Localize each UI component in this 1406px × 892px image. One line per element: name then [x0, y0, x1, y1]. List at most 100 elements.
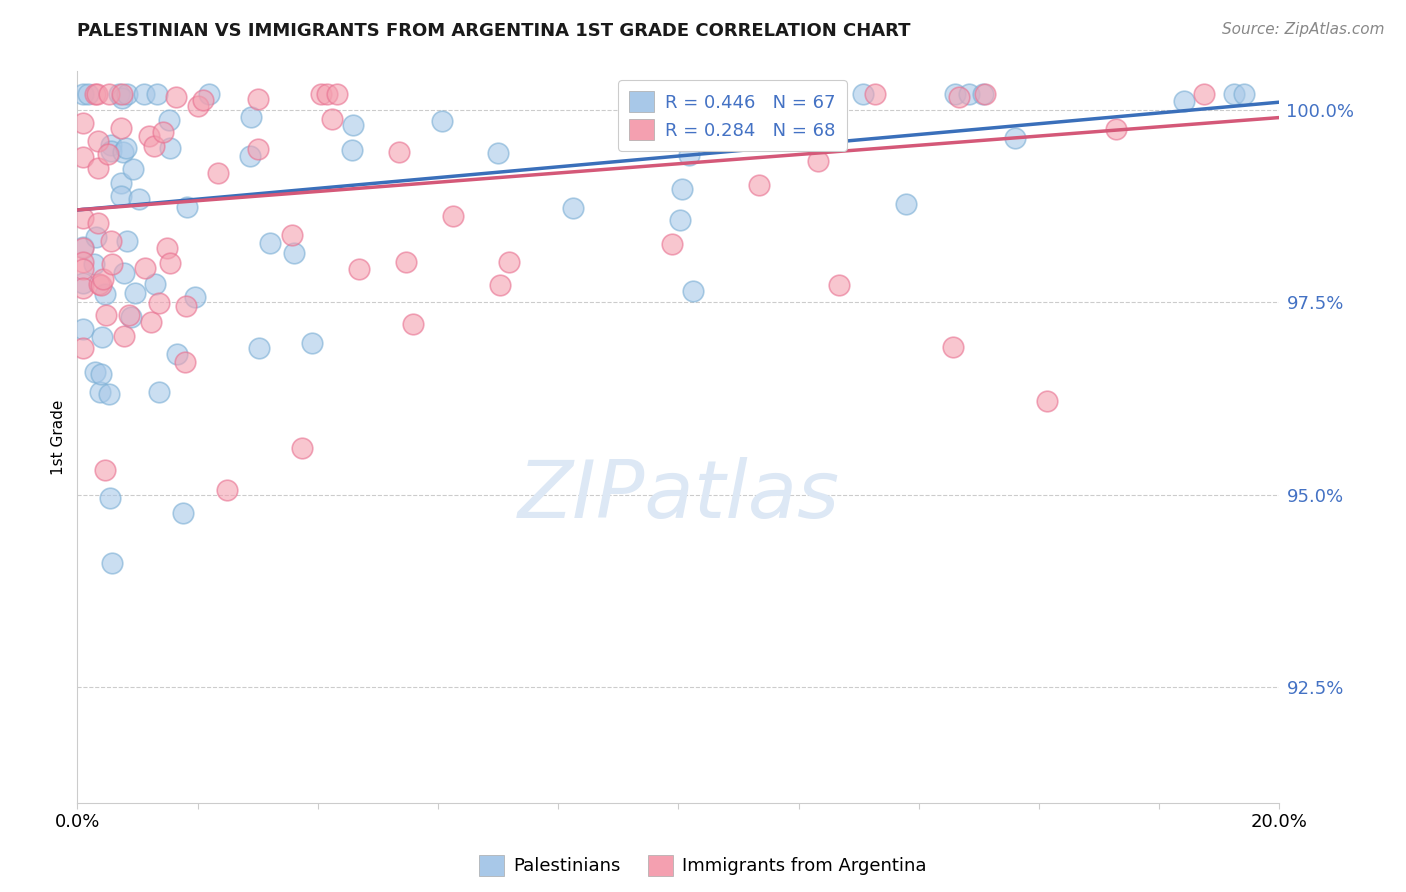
Point	[678, 148, 700, 162]
Point	[176, 201, 198, 215]
Point	[668, 213, 690, 227]
Point	[122, 161, 145, 176]
Point	[93, 286, 115, 301]
Point	[117, 87, 139, 102]
Point	[309, 87, 332, 102]
Point	[187, 99, 209, 113]
Point	[84, 230, 107, 244]
Point	[90, 330, 112, 344]
Point	[89, 385, 111, 400]
Point	[259, 235, 281, 250]
Point	[948, 90, 970, 104]
Point	[682, 284, 704, 298]
Point	[157, 112, 180, 127]
Point	[174, 299, 197, 313]
Point	[402, 317, 425, 331]
Point	[342, 118, 364, 132]
Point	[94, 463, 117, 477]
Point	[166, 347, 188, 361]
Point	[148, 296, 170, 310]
Point	[780, 87, 803, 102]
Point	[486, 146, 509, 161]
Point	[430, 113, 453, 128]
Point	[118, 308, 141, 322]
Point	[321, 112, 343, 126]
Point	[98, 491, 121, 506]
Point	[945, 87, 967, 102]
Point	[807, 154, 830, 169]
Point	[301, 335, 323, 350]
Point	[239, 149, 262, 163]
Point	[1233, 87, 1256, 102]
Point	[72, 254, 94, 268]
Point	[197, 87, 219, 102]
Point	[815, 97, 838, 112]
Point	[72, 150, 94, 164]
Point	[247, 341, 270, 355]
Point	[94, 308, 117, 322]
Point	[143, 277, 166, 292]
Point	[239, 110, 262, 124]
Point	[1173, 94, 1195, 108]
Point	[87, 161, 110, 175]
Point	[111, 91, 134, 105]
Point	[87, 277, 110, 291]
Point	[957, 87, 980, 102]
Point	[110, 177, 132, 191]
Point	[207, 165, 229, 179]
Point	[72, 211, 94, 225]
Text: PALESTINIAN VS IMMIGRANTS FROM ARGENTINA 1ST GRADE CORRELATION CHART: PALESTINIAN VS IMMIGRANTS FROM ARGENTINA…	[77, 22, 911, 40]
Point	[184, 290, 207, 304]
Point	[84, 87, 107, 102]
Point	[124, 285, 146, 300]
Point	[291, 441, 314, 455]
Point	[97, 386, 120, 401]
Point	[98, 87, 121, 102]
Point	[72, 322, 94, 336]
Point	[1036, 394, 1059, 409]
Point	[87, 134, 110, 148]
Point	[1223, 87, 1246, 102]
Point	[90, 368, 112, 382]
Point	[347, 262, 370, 277]
Point	[865, 87, 887, 102]
Point	[110, 120, 132, 135]
Point	[1004, 131, 1026, 145]
Text: Source: ZipAtlas.com: Source: ZipAtlas.com	[1222, 22, 1385, 37]
Point	[148, 385, 170, 400]
Point	[114, 328, 136, 343]
Point	[489, 277, 512, 292]
Point	[138, 129, 160, 144]
Point	[117, 234, 139, 248]
Point	[326, 87, 349, 102]
Point	[101, 556, 124, 570]
Point	[1192, 87, 1215, 102]
Point	[132, 87, 155, 102]
Point	[76, 87, 98, 102]
Point	[128, 192, 150, 206]
Point	[72, 261, 94, 276]
Point	[159, 141, 181, 155]
Point	[562, 201, 585, 215]
Point	[441, 209, 464, 223]
Point	[247, 142, 270, 156]
Point	[828, 278, 851, 293]
Point	[246, 92, 269, 106]
Point	[72, 87, 94, 102]
Point	[143, 139, 166, 153]
Point	[100, 235, 122, 249]
Point	[661, 236, 683, 251]
Point	[110, 87, 132, 102]
Point	[942, 340, 965, 354]
Point	[498, 254, 520, 268]
Point	[388, 145, 411, 160]
Point	[100, 257, 122, 271]
Point	[83, 257, 105, 271]
Point	[1105, 122, 1128, 136]
Point	[72, 116, 94, 130]
Point	[146, 87, 169, 102]
Point	[86, 87, 108, 102]
Point	[141, 315, 163, 329]
Point	[152, 125, 174, 139]
Point	[97, 147, 120, 161]
